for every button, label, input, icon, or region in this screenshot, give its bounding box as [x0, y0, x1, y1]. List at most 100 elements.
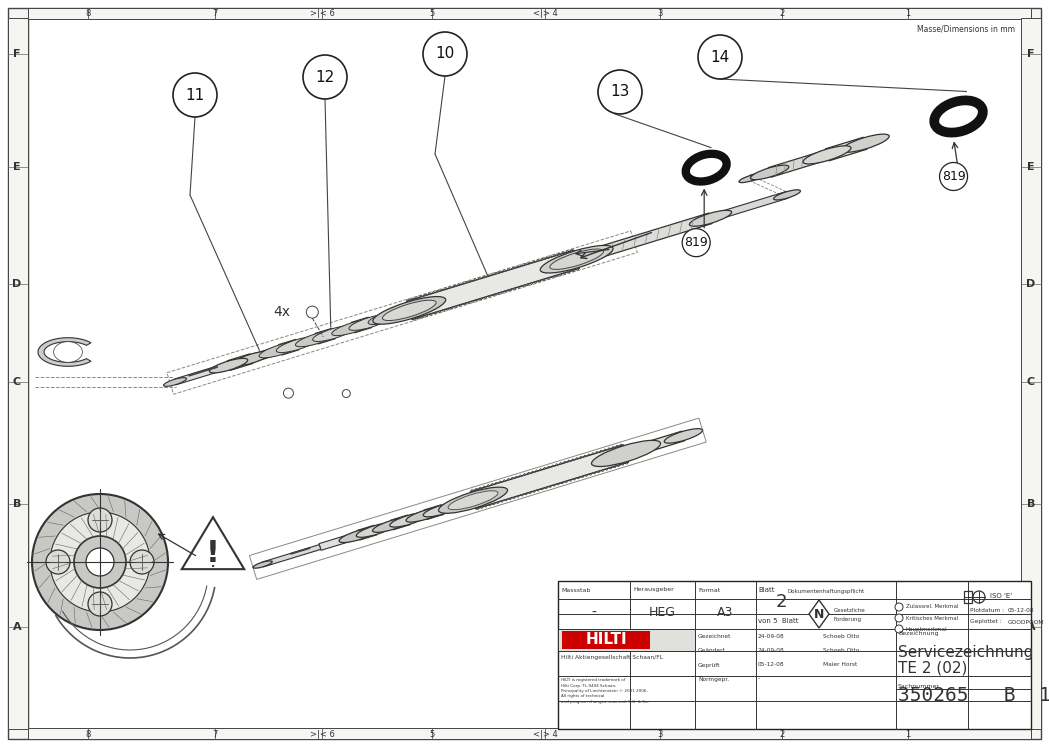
Polygon shape: [456, 284, 461, 286]
Polygon shape: [475, 508, 479, 509]
Polygon shape: [608, 467, 613, 469]
Text: Geprüft: Geprüft: [698, 663, 721, 668]
Polygon shape: [249, 238, 636, 363]
Text: 12: 12: [316, 69, 335, 84]
Polygon shape: [621, 463, 624, 465]
Text: 2: 2: [779, 10, 785, 19]
Text: HEG: HEG: [648, 607, 676, 619]
Circle shape: [698, 35, 742, 79]
Polygon shape: [560, 482, 563, 484]
Polygon shape: [174, 362, 232, 385]
Text: 8: 8: [85, 10, 90, 19]
Polygon shape: [442, 309, 445, 311]
Text: HILTI is registered trademark of
Hilti Corp. FL-9494 Schaan,
Principality of Lie: HILTI is registered trademark of Hilti C…: [561, 678, 648, 704]
Polygon shape: [532, 491, 536, 492]
Ellipse shape: [841, 134, 890, 152]
Text: GOODPOOM: GOODPOOM: [1008, 619, 1045, 624]
Ellipse shape: [808, 148, 847, 162]
Polygon shape: [461, 282, 465, 285]
Text: >|< 6: >|< 6: [309, 730, 335, 739]
Polygon shape: [450, 307, 453, 309]
Polygon shape: [540, 488, 543, 490]
Polygon shape: [504, 499, 508, 501]
Polygon shape: [541, 279, 545, 281]
Polygon shape: [555, 464, 558, 466]
Ellipse shape: [276, 337, 319, 353]
Polygon shape: [523, 493, 528, 495]
Polygon shape: [415, 297, 419, 299]
Text: 350265   B  141506: 350265 B 141506: [898, 686, 1049, 705]
Text: 10: 10: [435, 46, 454, 61]
Polygon shape: [488, 504, 491, 506]
Polygon shape: [511, 267, 515, 270]
Text: 14: 14: [710, 49, 730, 64]
Polygon shape: [38, 338, 91, 366]
Circle shape: [88, 508, 112, 532]
Polygon shape: [550, 276, 554, 278]
Polygon shape: [556, 483, 560, 485]
Polygon shape: [562, 272, 566, 274]
Polygon shape: [542, 468, 547, 469]
Circle shape: [173, 73, 217, 117]
Polygon shape: [600, 470, 604, 471]
Text: Format: Format: [698, 587, 721, 592]
Text: Geändert: Geändert: [698, 648, 726, 654]
Text: Geplottet :: Geplottet :: [970, 619, 1002, 624]
Polygon shape: [502, 270, 507, 272]
Polygon shape: [512, 497, 515, 498]
Text: 819: 819: [942, 170, 965, 183]
Text: Sachnummer: Sachnummer: [898, 684, 940, 689]
Polygon shape: [536, 259, 540, 261]
Polygon shape: [419, 295, 423, 297]
Polygon shape: [549, 255, 553, 258]
Polygon shape: [561, 252, 565, 254]
Polygon shape: [440, 289, 444, 291]
Text: 1: 1: [905, 10, 911, 19]
Polygon shape: [568, 460, 571, 462]
Ellipse shape: [219, 361, 242, 370]
Polygon shape: [473, 279, 477, 281]
Polygon shape: [607, 447, 611, 450]
Polygon shape: [458, 304, 462, 306]
Text: 1: 1: [905, 730, 911, 739]
Text: 3: 3: [658, 730, 663, 739]
Polygon shape: [559, 462, 562, 465]
Polygon shape: [527, 472, 531, 474]
Polygon shape: [511, 477, 514, 480]
Polygon shape: [429, 313, 432, 315]
Polygon shape: [532, 261, 536, 263]
Polygon shape: [563, 461, 566, 463]
Polygon shape: [477, 277, 481, 279]
Polygon shape: [537, 280, 541, 282]
Polygon shape: [454, 306, 457, 308]
Polygon shape: [494, 482, 498, 484]
Polygon shape: [494, 273, 498, 274]
Polygon shape: [549, 486, 552, 488]
Polygon shape: [390, 515, 410, 530]
Circle shape: [895, 614, 903, 622]
Polygon shape: [500, 291, 504, 294]
Text: 2: 2: [776, 593, 788, 611]
Text: <|> 4: <|> 4: [533, 730, 557, 739]
Text: Hauptmerkmal: Hauptmerkmal: [906, 627, 947, 631]
Polygon shape: [557, 253, 561, 255]
Text: -: -: [592, 606, 597, 620]
Text: Hilti Aktiengesellschaft Schaan/FL: Hilti Aktiengesellschaft Schaan/FL: [561, 656, 663, 660]
Polygon shape: [539, 468, 542, 471]
Polygon shape: [624, 462, 628, 464]
Polygon shape: [619, 444, 623, 446]
Polygon shape: [435, 291, 440, 292]
Polygon shape: [478, 487, 483, 489]
Text: Schoeb Otto: Schoeb Otto: [823, 634, 859, 639]
Circle shape: [306, 306, 318, 318]
Ellipse shape: [259, 342, 301, 358]
Text: B: B: [13, 499, 21, 509]
Polygon shape: [529, 282, 533, 285]
Ellipse shape: [406, 507, 445, 522]
Text: von 5  Blatt: von 5 Blatt: [758, 618, 798, 624]
Circle shape: [86, 548, 114, 576]
Polygon shape: [708, 191, 788, 222]
Text: 05-12-08: 05-12-08: [758, 663, 785, 668]
Text: N: N: [814, 607, 825, 621]
Text: Plotdatum :: Plotdatum :: [970, 609, 1004, 613]
